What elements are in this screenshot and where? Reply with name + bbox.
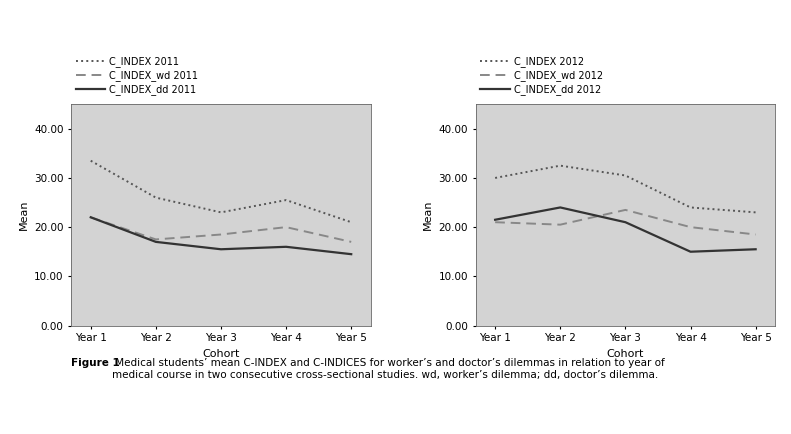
Y-axis label: Mean: Mean xyxy=(18,200,28,230)
Line: C_INDEX 2011: C_INDEX 2011 xyxy=(91,161,351,222)
C_INDEX 2011 xyxy=(282,197,291,203)
Line: C_INDEX_dd 2011: C_INDEX_dd 2011 xyxy=(91,217,351,254)
Line: C_INDEX 2012: C_INDEX 2012 xyxy=(495,166,755,212)
C_INDEX_wd 2012 xyxy=(686,224,695,230)
C_INDEX_wd 2012 xyxy=(621,207,630,213)
Line: C_INDEX_wd 2011: C_INDEX_wd 2011 xyxy=(91,217,351,242)
C_INDEX 2011 xyxy=(346,220,356,225)
C_INDEX_wd 2011 xyxy=(346,239,356,244)
C_INDEX_dd 2011 xyxy=(216,247,225,252)
C_INDEX_dd 2011 xyxy=(282,244,291,250)
C_INDEX_wd 2012 xyxy=(751,232,760,237)
C_INDEX 2012 xyxy=(490,175,500,181)
C_INDEX_dd 2012 xyxy=(490,217,500,222)
Legend: C_INDEX 2011, C_INDEX_wd 2011, C_INDEX_dd 2011: C_INDEX 2011, C_INDEX_wd 2011, C_INDEX_d… xyxy=(76,56,198,95)
Y-axis label: Mean: Mean xyxy=(423,200,433,230)
C_INDEX 2012 xyxy=(686,205,695,210)
C_INDEX_wd 2011 xyxy=(86,215,96,220)
C_INDEX 2011 xyxy=(216,210,225,215)
C_INDEX_wd 2012 xyxy=(490,220,500,225)
X-axis label: Cohort: Cohort xyxy=(607,349,644,358)
C_INDEX 2012 xyxy=(555,163,565,168)
C_INDEX_wd 2011 xyxy=(282,224,291,230)
Legend: C_INDEX 2012, C_INDEX_wd 2012, C_INDEX_dd 2012: C_INDEX 2012, C_INDEX_wd 2012, C_INDEX_d… xyxy=(480,56,603,95)
C_INDEX_dd 2012 xyxy=(686,249,695,254)
C_INDEX_wd 2011 xyxy=(151,237,161,242)
C_INDEX_dd 2011 xyxy=(86,215,96,220)
C_INDEX 2012 xyxy=(621,173,630,178)
C_INDEX 2011 xyxy=(86,158,96,163)
C_INDEX_dd 2011 xyxy=(346,252,356,257)
C_INDEX_dd 2012 xyxy=(751,247,760,252)
Text: Figure 1: Figure 1 xyxy=(71,358,120,368)
C_INDEX_dd 2012 xyxy=(555,205,565,210)
C_INDEX 2011 xyxy=(151,195,161,200)
Text: Medical students’ mean C-INDEX and C-INDICES for worker’s and doctor’s dilemmas : Medical students’ mean C-INDEX and C-IND… xyxy=(112,358,665,380)
C_INDEX_wd 2011 xyxy=(216,232,225,237)
Line: C_INDEX_wd 2012: C_INDEX_wd 2012 xyxy=(495,210,755,234)
Line: C_INDEX_dd 2012: C_INDEX_dd 2012 xyxy=(495,207,755,252)
C_INDEX 2012 xyxy=(751,210,760,215)
C_INDEX_dd 2011 xyxy=(151,239,161,244)
C_INDEX_dd 2012 xyxy=(621,220,630,225)
X-axis label: Cohort: Cohort xyxy=(202,349,240,358)
C_INDEX_wd 2012 xyxy=(555,222,565,227)
